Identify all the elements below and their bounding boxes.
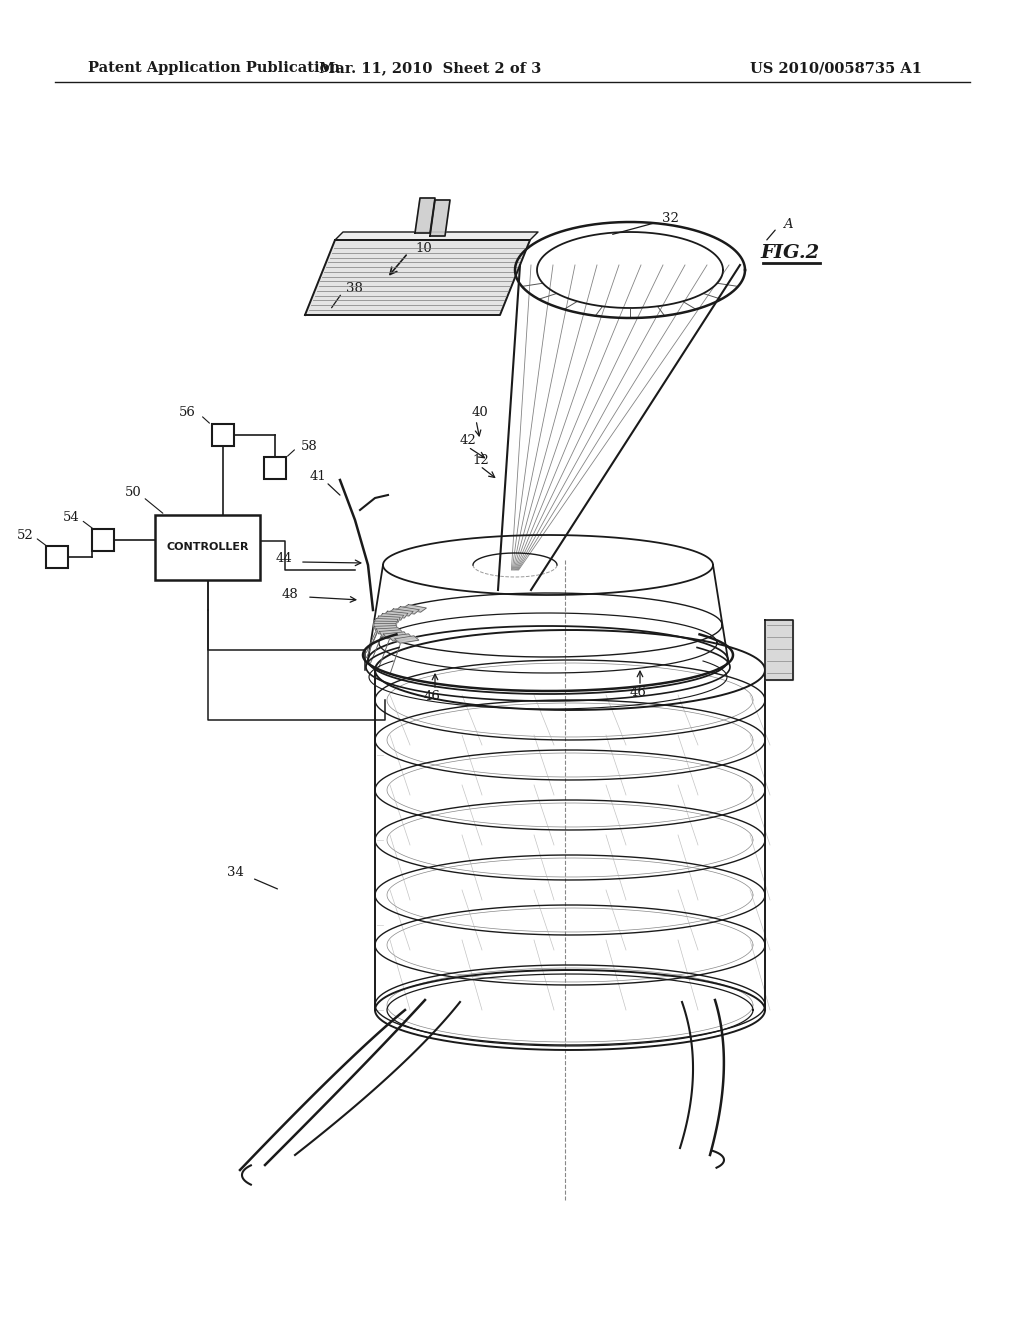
- Text: 32: 32: [662, 211, 679, 224]
- Text: 42: 42: [460, 433, 477, 446]
- Bar: [46, 546, 68, 568]
- Polygon shape: [402, 605, 426, 612]
- Polygon shape: [374, 623, 396, 628]
- Text: 58: 58: [301, 440, 317, 453]
- Text: 12: 12: [472, 454, 488, 466]
- Text: CONTROLLER: CONTROLLER: [166, 543, 249, 553]
- Polygon shape: [380, 614, 403, 620]
- Polygon shape: [305, 240, 530, 315]
- Text: 52: 52: [16, 529, 34, 541]
- Text: 56: 56: [179, 407, 196, 420]
- Polygon shape: [430, 201, 450, 236]
- Text: 10: 10: [415, 242, 432, 255]
- Polygon shape: [389, 609, 414, 616]
- Text: US 2010/0058735 A1: US 2010/0058735 A1: [750, 61, 922, 75]
- Text: A: A: [783, 218, 793, 231]
- Text: 46: 46: [630, 686, 646, 700]
- Text: 50: 50: [125, 487, 141, 499]
- Text: FIG.2: FIG.2: [761, 244, 819, 261]
- Polygon shape: [375, 619, 397, 624]
- Bar: [212, 424, 233, 446]
- Text: 54: 54: [62, 511, 80, 524]
- Text: Mar. 11, 2010  Sheet 2 of 3: Mar. 11, 2010 Sheet 2 of 3: [318, 61, 541, 75]
- Polygon shape: [375, 626, 397, 631]
- Text: 40: 40: [472, 407, 488, 420]
- Text: 44: 44: [275, 552, 292, 565]
- Text: 48: 48: [282, 587, 298, 601]
- Polygon shape: [383, 632, 408, 639]
- Polygon shape: [415, 198, 435, 234]
- Polygon shape: [395, 607, 420, 614]
- Polygon shape: [389, 634, 413, 642]
- Polygon shape: [384, 611, 408, 618]
- Polygon shape: [765, 620, 793, 680]
- Text: Patent Application Publication: Patent Application Publication: [88, 61, 340, 75]
- Text: 46: 46: [424, 690, 440, 704]
- Bar: [263, 457, 286, 479]
- Text: 41: 41: [309, 470, 327, 483]
- Polygon shape: [335, 232, 538, 240]
- Polygon shape: [395, 636, 419, 643]
- Polygon shape: [380, 630, 403, 636]
- Text: 34: 34: [227, 866, 244, 879]
- Bar: [92, 529, 114, 550]
- Polygon shape: [377, 628, 400, 634]
- Text: 38: 38: [346, 281, 362, 294]
- Polygon shape: [374, 622, 396, 627]
- Bar: [155, 515, 260, 579]
- Polygon shape: [377, 616, 400, 622]
